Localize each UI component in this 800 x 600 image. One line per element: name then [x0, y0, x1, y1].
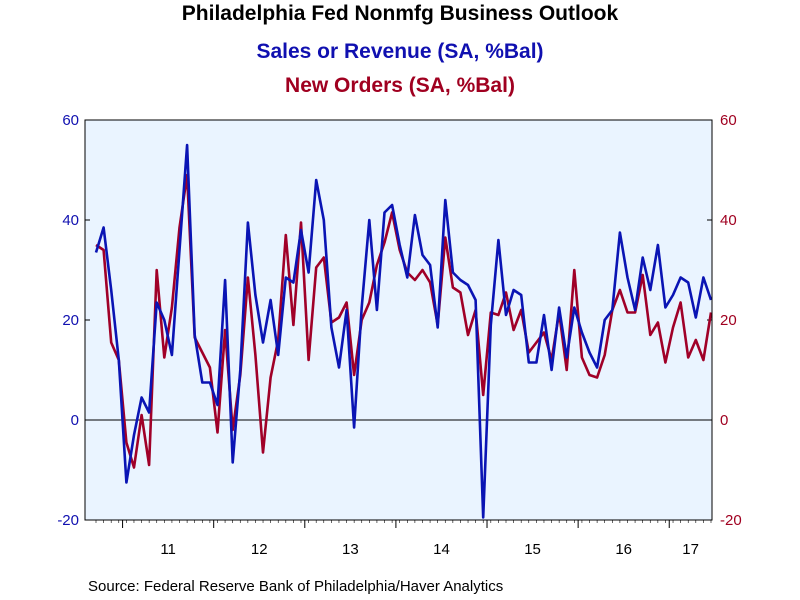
x-tick-label: 17 — [682, 541, 699, 558]
x-tick-label: 12 — [251, 541, 268, 558]
x-tick-label: 14 — [433, 541, 450, 558]
y-tick-label-left: 60 — [62, 112, 79, 129]
chart-title: Philadelphia Fed Nonmfg Business Outlook — [181, 2, 619, 25]
x-tick-label: 15 — [524, 541, 541, 558]
series-line-sales — [94, 143, 713, 519]
y-tick-label-left: -20 — [57, 512, 79, 529]
y-tick-label-right: -20 — [720, 512, 742, 529]
y-tick-label-right: 40 — [720, 212, 737, 229]
y-tick-label-right: 60 — [720, 112, 737, 129]
y-tick-label-left: 20 — [62, 312, 79, 329]
series-title-orders: New Orders (SA, %Bal) — [285, 74, 515, 97]
plot-frame — [84, 119, 713, 521]
x-tick-label: 11 — [160, 541, 176, 558]
x-tick-label: 16 — [615, 541, 632, 558]
series-title-sales: Sales or Revenue (SA, %Bal) — [256, 40, 544, 63]
y-tick-label-left: 0 — [71, 412, 79, 429]
y-tick-label-right: 0 — [720, 412, 728, 429]
source-note: Source: Federal Reserve Bank of Philadel… — [88, 578, 504, 595]
plot-area — [85, 120, 712, 520]
y-tick-label-right: 20 — [720, 312, 737, 329]
y-tick-label-left: 40 — [62, 212, 79, 229]
x-tick-label: 13 — [342, 541, 359, 558]
